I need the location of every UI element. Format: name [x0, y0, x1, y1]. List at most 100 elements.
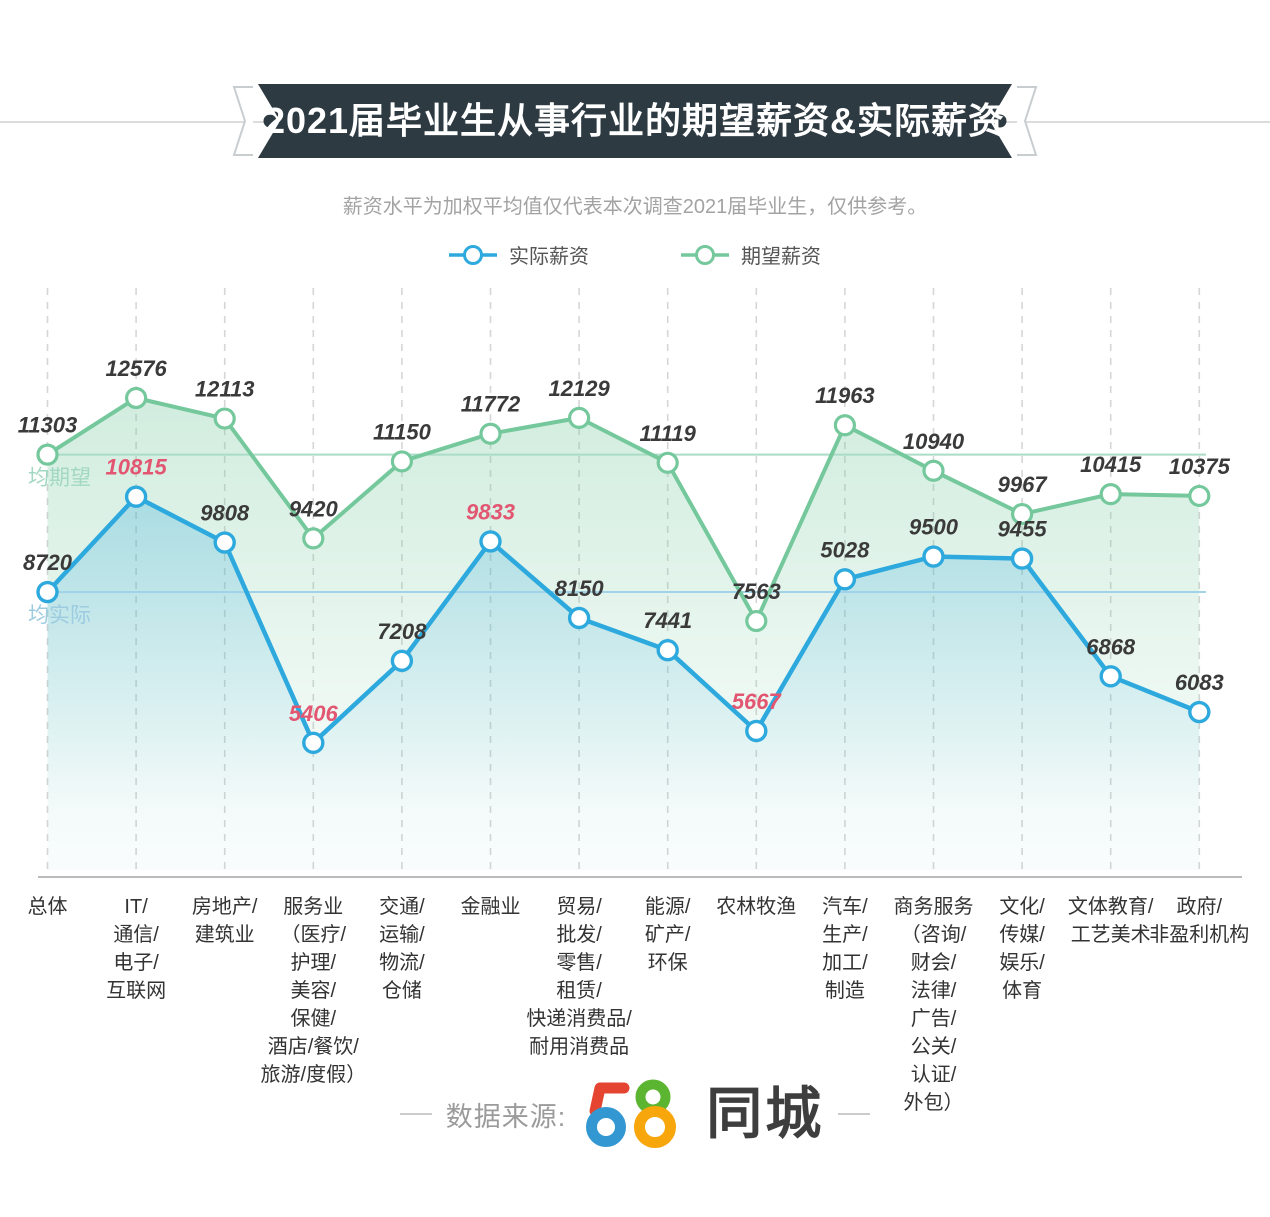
- expected-value-label: 11150: [373, 419, 432, 444]
- expected-value-label: 9420: [289, 496, 339, 521]
- actual-line: [45, 494, 1202, 746]
- actual-value-label: 9833: [466, 499, 515, 524]
- x-axis-label-line: 认证/: [910, 1064, 957, 1086]
- x-axis-label-line: 政府/: [1176, 896, 1223, 918]
- actual-point: [1010, 547, 1034, 570]
- expected-value-label: 11303: [18, 413, 78, 438]
- x-axis-label-line: 护理/: [290, 952, 337, 974]
- x-axis-label: 文体教育/工艺美术: [1068, 893, 1154, 949]
- logo-8-bottom: [634, 1106, 677, 1148]
- x-axis-label-line: 广告/: [910, 1008, 957, 1030]
- logo-58-icon: [586, 1079, 677, 1148]
- x-axis-label-line: 娱乐/: [999, 952, 1045, 974]
- x-axis-label-line: 矿产/: [644, 924, 691, 946]
- x-axis-label: 房地产/建筑业: [192, 893, 258, 949]
- ribbon-dot-left: [263, 114, 277, 128]
- x-axis-label-line: 财会/: [910, 952, 957, 974]
- expected-value-label: 7563: [732, 579, 781, 604]
- legend-label: 期望薪资: [741, 246, 821, 268]
- actual-point: [302, 731, 325, 755]
- actual-value-label: 8150: [555, 576, 605, 601]
- footer: 数据来源: 同城: [0, 1078, 1270, 1150]
- x-axis-label-line: 非盈利机构: [1149, 924, 1250, 946]
- actual-point: [922, 545, 945, 568]
- x-axis: 总体 IT/通信/电子/互联网 房地产/建筑业 服务业 （医疗/护理/美容/保健/酒店/…: [0, 893, 1270, 1114]
- expected-point: [36, 443, 59, 466]
- x-axis-label-line: 运输/: [379, 924, 425, 946]
- actual-value-label: 6868: [1086, 634, 1136, 659]
- x-axis-label: 交通/运输/物流/仓储: [379, 893, 425, 1005]
- x-axis-label-line: 文体教育/: [1067, 896, 1154, 918]
- x-axis-label: 农林牧渔: [716, 893, 796, 921]
- actual-point: [745, 719, 768, 743]
- x-axis-label-line: 互联网: [106, 980, 167, 1002]
- actual-value-label: 9455: [998, 517, 1048, 542]
- data-source-label: 数据来源:: [445, 1101, 567, 1132]
- expected-value-label: 11772: [461, 392, 521, 417]
- ribbon-shape: [232, 84, 1038, 158]
- expected-line: [45, 396, 1202, 623]
- legend-item-expected: 期望薪资: [681, 240, 821, 269]
- expected-point: [1010, 502, 1034, 526]
- legend-marker-icon: [681, 244, 729, 265]
- x-axis-label: 文化/传媒/娱乐/体育: [999, 893, 1045, 1005]
- expected-value-label: 10415: [1080, 452, 1142, 477]
- actual-value-label: 10815: [106, 455, 168, 480]
- x-axis-label-line: 零售/: [556, 952, 602, 974]
- logo-city-text: 同城: [706, 1082, 825, 1145]
- x-axis-label-line: 商务服务: [893, 896, 974, 918]
- actual-point: [1099, 665, 1122, 688]
- x-axis-label-line: 农林牧渔: [716, 896, 797, 918]
- actual-point: [833, 568, 857, 591]
- x-axis-label-line: 物流/: [379, 952, 425, 974]
- x-axis-label-line: 传媒/: [999, 924, 1045, 946]
- actual-point: [567, 606, 591, 630]
- actual-value-label: 5406: [289, 701, 339, 726]
- legend: 实际薪资 期望薪资: [0, 240, 1270, 269]
- x-axis-label-line: 保健/: [290, 1008, 337, 1030]
- x-axis-label-line: IT/: [124, 896, 148, 918]
- legend-marker-icon: [449, 244, 497, 265]
- x-axis-label-line: 电子/: [113, 952, 159, 974]
- actual-value-label: 6083: [1175, 670, 1224, 695]
- expected-value-label: 9967: [998, 472, 1049, 497]
- expected-point: [656, 451, 679, 474]
- expected-point: [390, 450, 413, 473]
- expected-point: [479, 422, 502, 445]
- actual-value-label: 7441: [643, 608, 692, 633]
- x-axis-label-line: 法律/: [910, 980, 957, 1002]
- expected-value-label: 10940: [903, 429, 965, 454]
- logo-8-top: [635, 1079, 671, 1115]
- actual-value-label: 9500: [909, 515, 959, 540]
- x-axis-label-line: 贸易/: [556, 896, 602, 918]
- actual-point: [656, 639, 679, 662]
- expected-value-label: 11963: [815, 383, 875, 408]
- legend-item-actual: 实际薪资: [449, 240, 589, 269]
- actual-point: [213, 531, 236, 554]
- x-axis-label-line: 生产/: [822, 924, 868, 946]
- title-ribbon: 2021届毕业生从事行业的期望薪资&实际薪资: [232, 84, 1038, 158]
- expected-point: [567, 406, 591, 429]
- x-axis-label-line: 仓储: [381, 980, 422, 1002]
- x-axis-label-line: 批发/: [556, 924, 602, 946]
- x-axis-label: 政府/非盈利机构: [1149, 893, 1249, 949]
- expected-value-label: 12113: [195, 377, 255, 402]
- x-axis-label: 金融业: [461, 893, 521, 921]
- x-axis-label: 商务服务 （咨询/财会/法律/广告/公关/认证/外包）: [894, 893, 974, 1117]
- x-axis-label-line: 体育: [1002, 980, 1043, 1002]
- x-axis-label-line: 房地产/: [191, 896, 258, 918]
- x-axis-label-line: 金融业: [460, 896, 521, 918]
- page-title: 2021届毕业生从事行业的期望薪资&实际薪资: [264, 100, 1006, 141]
- actual-value-label: 5028: [820, 537, 870, 562]
- x-axis-label-line: 快递消费品/: [526, 1008, 632, 1030]
- actual-value-label: 7208: [377, 619, 427, 644]
- legend-label: 实际薪资: [509, 246, 589, 268]
- expected-point: [1188, 484, 1211, 508]
- x-axis-label: 汽车/生产/加工/制造: [822, 893, 868, 1005]
- subtitle: 薪资水平为加权平均值仅代表本次调查2021届毕业生，仅供参考。: [342, 196, 928, 218]
- x-axis-label-line: 服务业: [283, 896, 344, 918]
- expected-point: [745, 609, 768, 633]
- logo-5-top: [589, 1082, 630, 1117]
